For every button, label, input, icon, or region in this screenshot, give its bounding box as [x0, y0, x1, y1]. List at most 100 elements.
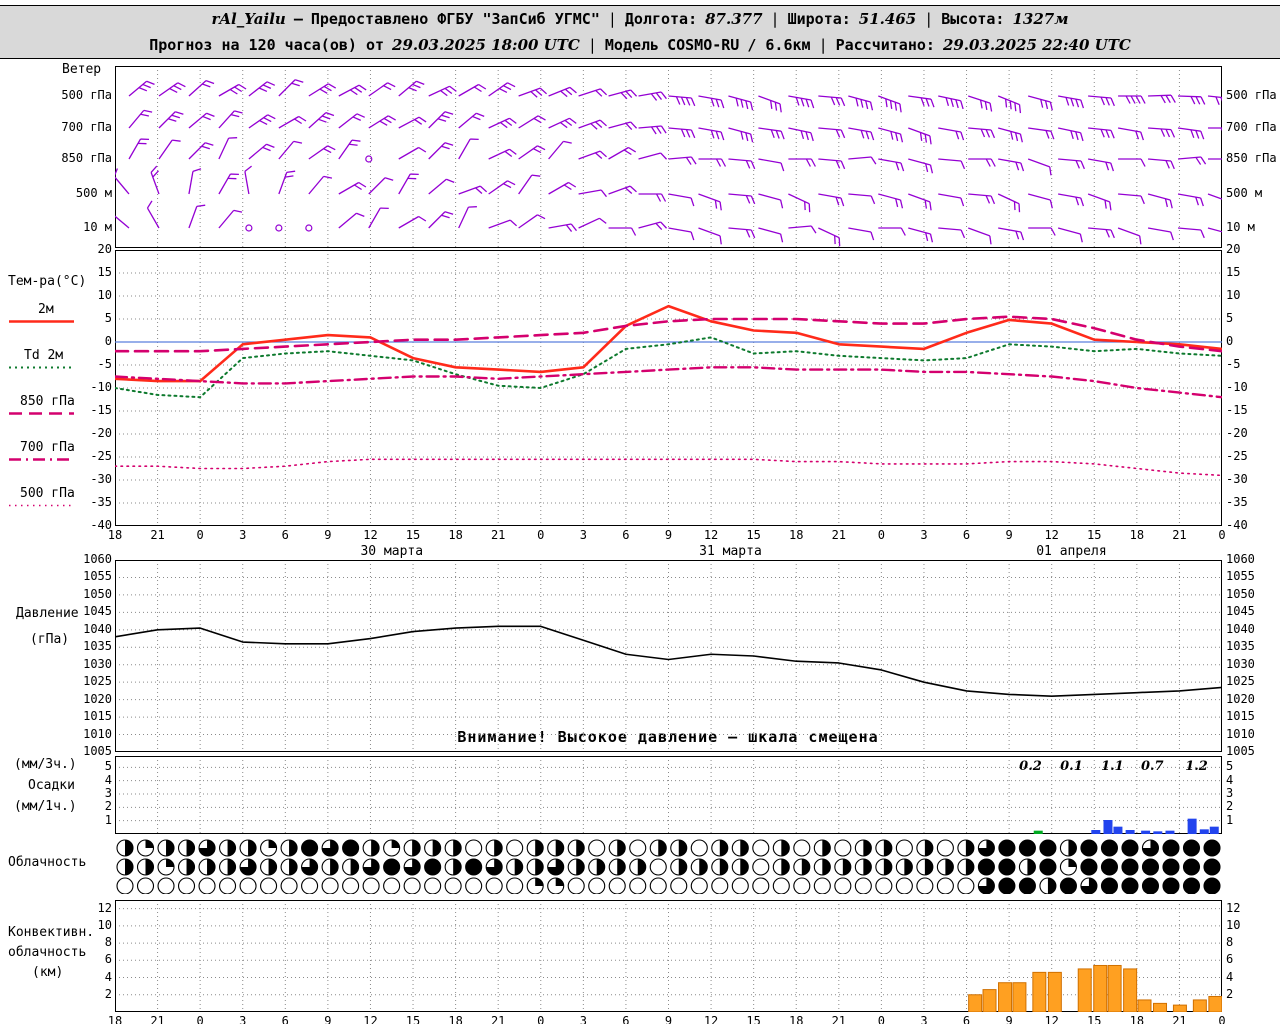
- wind-level-label-left: 500 гПа: [61, 88, 112, 102]
- hour-label: 0: [1218, 528, 1226, 542]
- hour-label: 0: [196, 528, 204, 542]
- wind-barb-icon: [698, 227, 722, 245]
- hour-label-bottom: 0: [196, 1014, 204, 1024]
- legend-line-500: [9, 504, 74, 507]
- y-tick-left: -20: [90, 426, 112, 440]
- convective-panel: [115, 900, 1222, 1012]
- y-tick-right: 1025: [1226, 674, 1255, 688]
- wind-barb-icon: [1117, 227, 1142, 245]
- wind-barb-icon: [788, 158, 816, 167]
- cloud-cover-icon: [1121, 877, 1139, 894]
- wind-barb-icon: [968, 158, 996, 167]
- cloud-cover-icon: [670, 877, 688, 894]
- wind-barb-icon: [1118, 193, 1145, 205]
- wind-barb-icon: [248, 143, 275, 160]
- wind-barb-icon: [368, 207, 389, 229]
- wind-barb-icon: [968, 95, 993, 112]
- provider-text: Предоставлено ФГБУ "ЗапСиб УГМС": [310, 10, 600, 28]
- clouds-panel-label: Облачность: [8, 855, 87, 870]
- wind-barb-icon: [244, 165, 252, 195]
- cloud-cover-icon: [588, 877, 606, 894]
- y-tick-right: 10: [1226, 288, 1241, 302]
- cloud-cover-icon: [1162, 839, 1180, 857]
- wind-barb-icon: [365, 155, 373, 163]
- wind-barb-icon: [398, 146, 427, 160]
- wind-barb-icon: [728, 95, 754, 111]
- hour-label: 18: [107, 528, 123, 542]
- wind-barb-icon: [728, 227, 756, 239]
- cloud-cover-icon: [629, 877, 647, 894]
- wind-barb-icon: [518, 174, 541, 195]
- hour-label-bottom: 3: [579, 1014, 587, 1024]
- precip-panel-label: Осадки: [28, 778, 75, 793]
- wind-barb-icon: [488, 148, 517, 160]
- wind-barb-icon: [938, 227, 966, 239]
- y-tick-right: 5: [1226, 759, 1234, 773]
- y-tick-left: 0: [104, 334, 112, 348]
- header-line-2: Прогноз на 120 часа(ов) от 29.03.2025 18…: [0, 32, 1280, 59]
- cloud-cover-icon: [1141, 877, 1160, 894]
- wind-barb-icon: [578, 88, 608, 97]
- y-tick-left: -15: [90, 403, 112, 417]
- wind-barb-icon: [1088, 227, 1115, 239]
- hour-label-bottom: 9: [664, 1014, 673, 1024]
- cloud-cover-icon: [301, 839, 319, 857]
- wind-barb-icon: [788, 225, 817, 234]
- wind-barb-icon: [458, 138, 479, 160]
- cloud-cover-icon: [629, 839, 647, 857]
- model-label: Модель: [604, 36, 660, 54]
- hour-label: 9: [1005, 528, 1013, 542]
- wind-barb-icon: [428, 178, 455, 195]
- separator: |: [924, 10, 934, 28]
- cloud-cover-icon: [567, 877, 585, 894]
- legend-line-700: [9, 458, 74, 461]
- cloud-cover-icon: [711, 877, 729, 894]
- wind-barb-icon: [338, 181, 367, 195]
- wind-barb-icon: [518, 145, 546, 160]
- cloud-cover-icon: [813, 877, 831, 894]
- y-tick-left: 1005: [83, 744, 112, 758]
- wind-level-label-right: 850 гПа: [1226, 151, 1277, 165]
- pressure-panel: [115, 560, 1222, 752]
- wind-level-label-left: 700 гПа: [61, 120, 112, 134]
- y-tick-right: 1050: [1226, 587, 1255, 601]
- cloud-cover-icon: [1080, 839, 1098, 857]
- cloud-cover-icon: [1080, 858, 1098, 876]
- cloud-cover-icon: [1182, 839, 1201, 857]
- clouds-panel: [116, 839, 1221, 894]
- hour-label: 3: [239, 528, 247, 542]
- wind-barb-icon: [1148, 94, 1176, 104]
- cloud-cover-icon: [465, 858, 483, 876]
- wind-barb-icon: [1028, 227, 1056, 236]
- convective-label-1: Конвективн.: [8, 925, 95, 940]
- precip-sum-label: 0.2: [1019, 759, 1042, 774]
- wind-barb-icon: [997, 193, 1021, 213]
- wind-barb-icon: [1058, 158, 1085, 170]
- wind-level-label-right: 500 гПа: [1226, 88, 1277, 102]
- wind-barb-icon: [1058, 193, 1085, 207]
- header-line-1: rAl_Yailu — Предоставлено ФГБУ "ЗапСиб У…: [0, 5, 1280, 33]
- hour-label: 6: [962, 528, 971, 542]
- cloud-cover-icon: [1162, 858, 1180, 876]
- wind-barb-icon: [1088, 95, 1115, 107]
- cloud-cover-icon: [895, 877, 913, 894]
- wind-barb-icon: [146, 200, 160, 229]
- wind-barb-icon: [1148, 127, 1176, 138]
- wind-barb-icon: [698, 193, 722, 211]
- legend-line-td2m: [9, 366, 74, 369]
- wind-barb-icon: [967, 227, 992, 245]
- separator: |: [607, 10, 617, 28]
- wind-barb-icon: [458, 83, 487, 97]
- wind-barb-icon: [458, 185, 488, 195]
- wind-barb-icon: [218, 83, 247, 97]
- wind-barb-icon: [728, 127, 754, 143]
- wind-barb-icon: [398, 173, 419, 195]
- cloud-cover-icon: [834, 839, 852, 857]
- wind-barb-icon: [728, 193, 756, 205]
- wind-barb-icon: [908, 95, 935, 108]
- cloud-cover-icon: [506, 839, 524, 857]
- y-tick-left: 12: [97, 901, 112, 915]
- wind-barb-icon: [188, 204, 206, 229]
- hour-label-bottom: 12: [363, 1014, 378, 1024]
- wind-barb-icon: [938, 193, 965, 207]
